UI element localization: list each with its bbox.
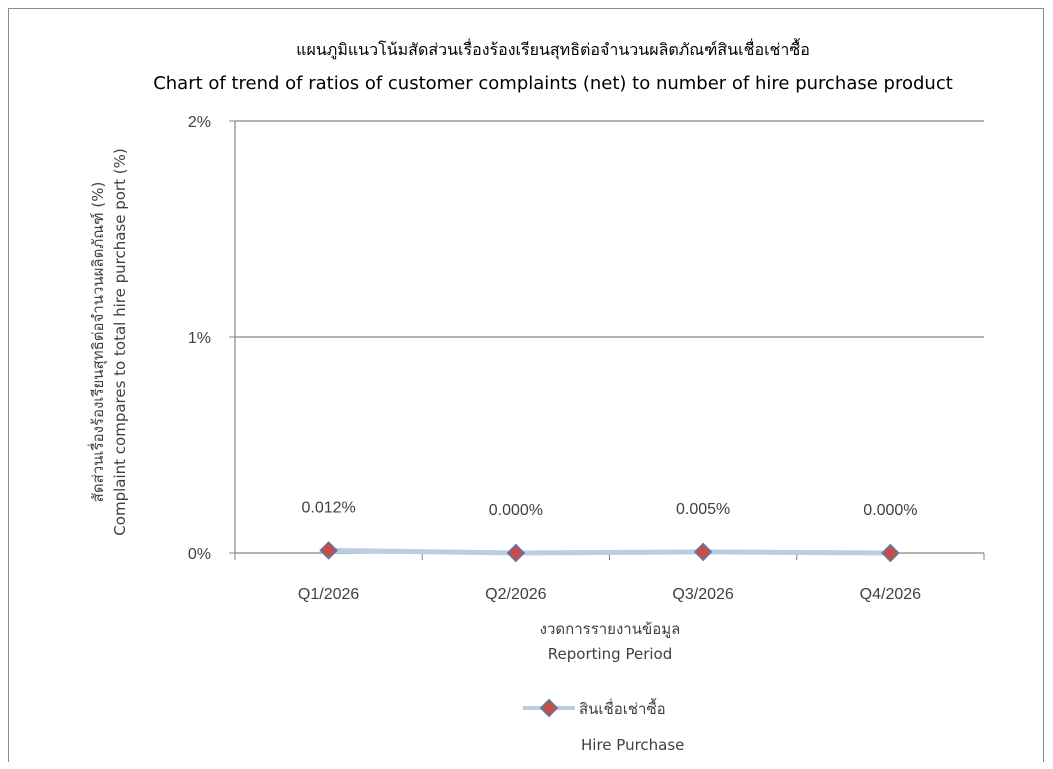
chart-frame: แผนภูมิแนวโน้มสัดส่วนเรื่องร้องเรียนสุทธ… (8, 8, 1044, 762)
data-labels: 0.012% 0.000% 0.005% 0.000% (301, 499, 917, 519)
data-point-2 (693, 542, 713, 562)
x-tick-label-3: Q4/2026 (860, 586, 921, 603)
data-label-0: 0.012% (301, 499, 355, 516)
x-tick-label-1: Q2/2026 (485, 586, 546, 603)
x-tick-label-0: Q1/2026 (298, 586, 359, 603)
y-tick-label-1: 1% (188, 330, 211, 347)
y-tick-label-0: 0% (188, 546, 211, 563)
legend: สินเชื่อเช่าซื้อ Hire Purchase (523, 698, 684, 754)
chart-title-english: Chart of trend of ratios of customer com… (153, 73, 953, 94)
y-axis-title-english: Complaint compares to total hire purchas… (111, 148, 129, 535)
y-axis-ticks: 0% 1% 2% (188, 114, 235, 563)
y-axis-title: สัดส่วนเรื่องร้องเรียนสุทธิต่อจำนวนผลิตภ… (87, 148, 129, 535)
y-tick-label-2: 2% (188, 114, 211, 131)
chart-title-thai: แผนภูมิแนวโน้มสัดส่วนเรื่องร้องเรียนสุทธ… (296, 38, 810, 60)
data-point-3 (881, 543, 900, 563)
data-label-2: 0.005% (676, 501, 730, 518)
x-axis-title-thai: งวดการรายงานข้อมูล (540, 620, 681, 638)
x-axis-title-english: Reporting Period (548, 645, 672, 663)
data-label-3: 0.000% (863, 502, 917, 519)
gridlines (235, 120, 984, 338)
x-axis: Q1/2026 Q2/2026 Q3/2026 Q4/2026 (234, 121, 985, 603)
data-point-1 (506, 543, 526, 563)
series-line-0 (328, 547, 891, 556)
data-point-0 (319, 541, 338, 560)
x-tick-label-2: Q3/2026 (672, 586, 733, 603)
legend-marker-icon (539, 698, 559, 718)
legend-label-english: Hire Purchase (581, 736, 684, 754)
legend-label-thai: สินเชื่อเช่าซื้อ (579, 698, 666, 718)
data-series (319, 541, 900, 563)
data-label-1: 0.000% (489, 502, 543, 519)
chart: แผนภูมิแนวโน้มสัดส่วนเรื่องร้องเรียนสุทธ… (87, 38, 985, 754)
y-axis-title-thai: สัดส่วนเรื่องร้องเรียนสุทธิต่อจำนวนผลิตภ… (87, 182, 108, 503)
